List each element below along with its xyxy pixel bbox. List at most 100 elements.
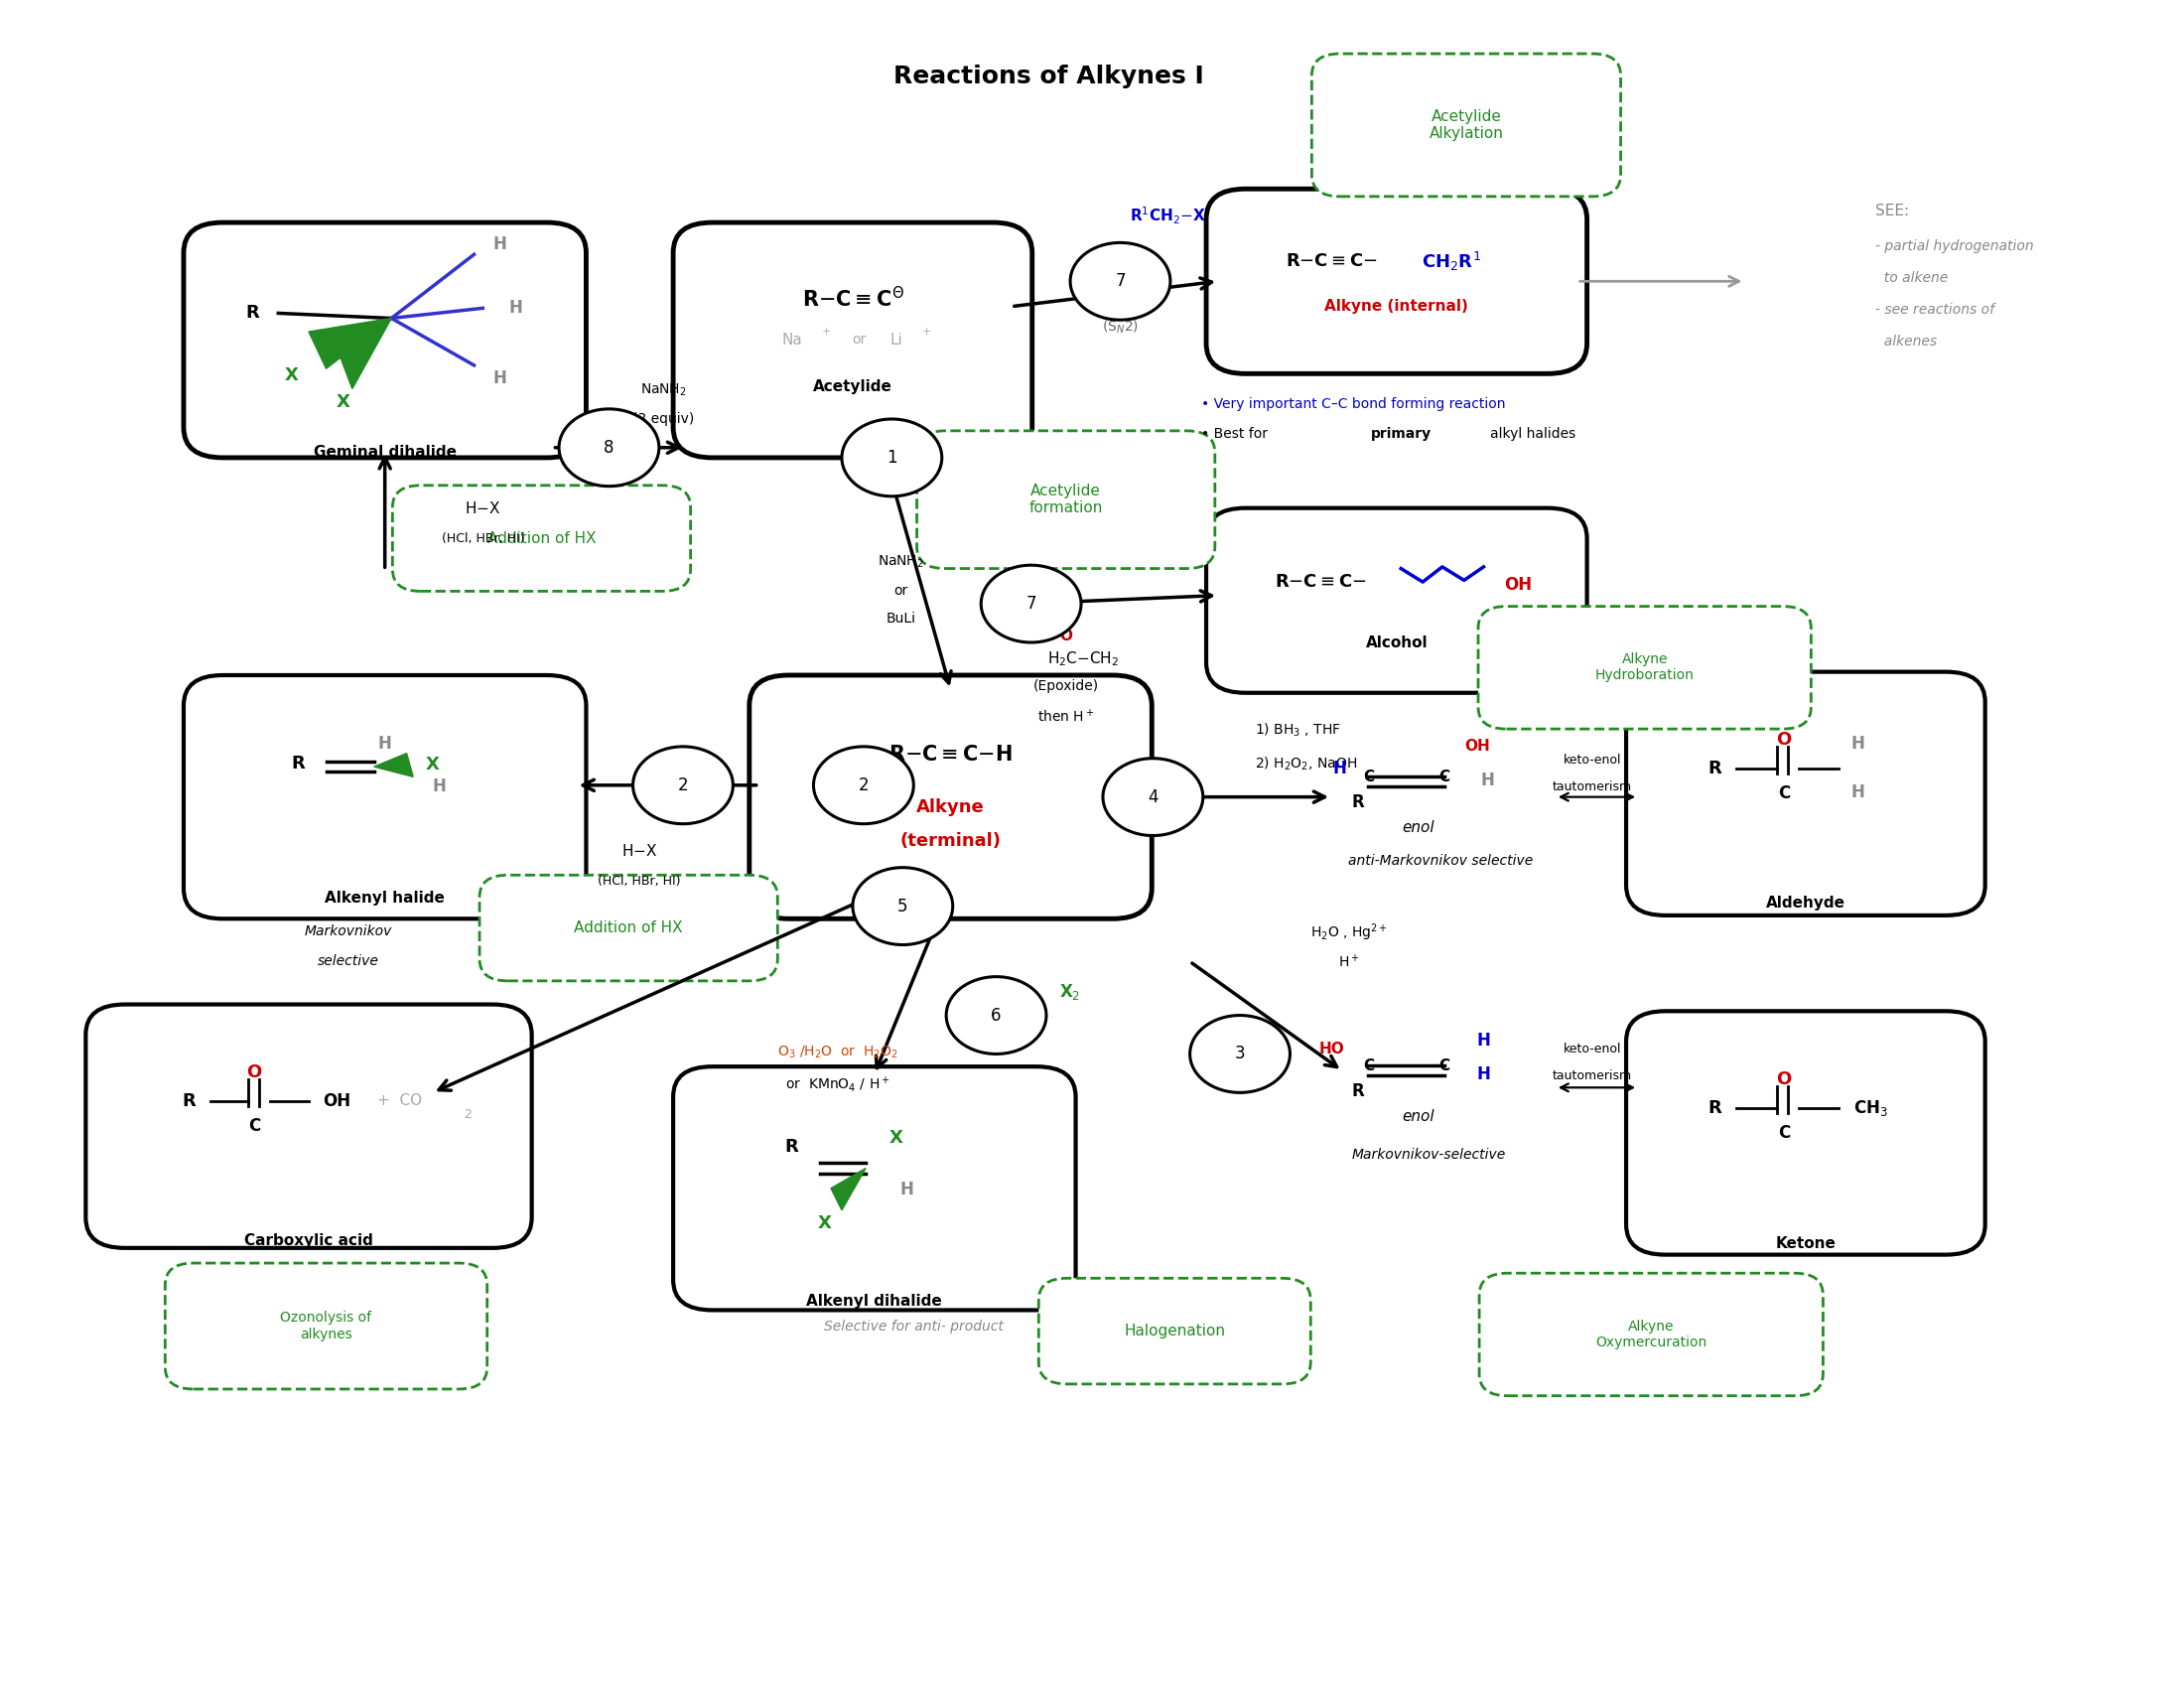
- Text: R: R: [1352, 1082, 1363, 1101]
- Text: Addition of HX: Addition of HX: [487, 530, 596, 545]
- Text: enol: enol: [1402, 820, 1435, 834]
- Text: Ozonolysis of
alkynes: Ozonolysis of alkynes: [280, 1312, 371, 1340]
- Text: C: C: [249, 1117, 260, 1134]
- Text: R: R: [784, 1138, 799, 1155]
- Text: Alkenyl halide: Alkenyl halide: [325, 890, 446, 905]
- Text: +: +: [922, 327, 930, 336]
- Text: Ketone: Ketone: [1776, 1236, 1837, 1251]
- Text: H: H: [1481, 771, 1494, 788]
- Text: O$_3$ /H$_2$O  or  H$_2$O$_2$: O$_3$ /H$_2$O or H$_2$O$_2$: [778, 1045, 898, 1060]
- Text: Markovnikov-selective: Markovnikov-selective: [1352, 1148, 1507, 1161]
- Text: R: R: [290, 755, 306, 773]
- Text: Alkyne
Oxymercuration: Alkyne Oxymercuration: [1597, 1320, 1708, 1349]
- Text: H: H: [900, 1182, 913, 1198]
- Text: 7: 7: [1026, 594, 1035, 613]
- Text: Geminal dihalide: Geminal dihalide: [314, 446, 456, 461]
- FancyBboxPatch shape: [1627, 1011, 1985, 1254]
- Text: C: C: [1778, 1124, 1791, 1141]
- Text: NaNH$_2$: NaNH$_2$: [640, 383, 686, 398]
- Text: H: H: [494, 370, 507, 388]
- FancyBboxPatch shape: [1479, 606, 1811, 729]
- Text: O: O: [1776, 731, 1791, 749]
- Text: keto-enol: keto-enol: [1564, 753, 1621, 766]
- Text: 1) BH$_3$ , THF: 1) BH$_3$ , THF: [1256, 721, 1341, 738]
- Text: enol: enol: [1402, 1109, 1435, 1124]
- Text: H: H: [1332, 760, 1348, 778]
- Text: Carboxylic acid: Carboxylic acid: [245, 1232, 373, 1247]
- Text: O: O: [1776, 1070, 1791, 1089]
- Text: H$^+$: H$^+$: [1339, 954, 1358, 971]
- FancyBboxPatch shape: [917, 430, 1214, 569]
- Circle shape: [946, 977, 1046, 1053]
- Circle shape: [852, 868, 952, 945]
- Text: H: H: [494, 235, 507, 253]
- Text: O: O: [247, 1063, 262, 1082]
- FancyBboxPatch shape: [480, 874, 778, 981]
- Text: C: C: [1439, 770, 1450, 785]
- Text: Na: Na: [782, 333, 802, 348]
- Text: (HCl, HBr, HI): (HCl, HBr, HI): [441, 532, 524, 545]
- Text: HO: HO: [1319, 1041, 1343, 1057]
- Text: R$^1$CH$_2$$-$X: R$^1$CH$_2$$-$X: [1129, 206, 1206, 226]
- Text: X: X: [426, 756, 439, 775]
- Text: (Epoxide): (Epoxide): [1033, 679, 1099, 694]
- Text: Reactions of Alkynes I: Reactions of Alkynes I: [893, 64, 1203, 88]
- Text: H: H: [509, 299, 522, 317]
- Text: X: X: [336, 393, 349, 412]
- Text: R$-$C$\equiv$C$-$: R$-$C$\equiv$C$-$: [1286, 252, 1378, 270]
- Text: Alcohol: Alcohol: [1365, 635, 1428, 650]
- Text: (HCl, HBr, HI): (HCl, HBr, HI): [598, 874, 681, 888]
- Text: X$_2$: X$_2$: [1059, 982, 1081, 1001]
- Text: X: X: [889, 1129, 902, 1146]
- FancyBboxPatch shape: [393, 486, 690, 591]
- Text: H$-$X: H$-$X: [622, 842, 657, 859]
- FancyBboxPatch shape: [183, 223, 585, 457]
- Circle shape: [633, 746, 734, 824]
- Text: SEE:: SEE:: [1876, 203, 1909, 218]
- Text: Alkenyl dihalide: Alkenyl dihalide: [806, 1293, 941, 1308]
- Text: H: H: [1476, 1065, 1489, 1084]
- Text: BuLi: BuLi: [887, 613, 915, 626]
- Text: 2: 2: [677, 776, 688, 793]
- Text: - see reactions of: - see reactions of: [1876, 302, 1994, 317]
- Text: C: C: [1363, 770, 1374, 785]
- Text: primary: primary: [1372, 427, 1431, 441]
- Circle shape: [1070, 243, 1171, 321]
- Text: X: X: [817, 1215, 832, 1232]
- Text: tautomerism: tautomerism: [1553, 1070, 1631, 1082]
- Text: to alkene: to alkene: [1876, 272, 1948, 285]
- Text: R: R: [1708, 760, 1721, 778]
- FancyBboxPatch shape: [85, 1004, 531, 1247]
- Text: selective: selective: [317, 955, 378, 969]
- Text: or  KMnO$_4$ / H$^+$: or KMnO$_4$ / H$^+$: [784, 1075, 889, 1094]
- Text: OH: OH: [1505, 576, 1533, 594]
- Text: alkyl halides: alkyl halides: [1489, 427, 1577, 441]
- Text: H$_2$O , Hg$^{2+}$: H$_2$O , Hg$^{2+}$: [1310, 922, 1387, 944]
- Text: C: C: [1363, 1058, 1374, 1074]
- Circle shape: [559, 408, 660, 486]
- Text: Aldehyde: Aldehyde: [1767, 895, 1845, 910]
- Polygon shape: [830, 1168, 865, 1210]
- Text: • Very important C–C bond forming reaction: • Very important C–C bond forming reacti…: [1201, 397, 1505, 410]
- Text: R$-$C$\equiv$C$-$: R$-$C$\equiv$C$-$: [1275, 572, 1367, 591]
- Text: 2) H$_2$O$_2$, NaOH: 2) H$_2$O$_2$, NaOH: [1256, 755, 1358, 771]
- Text: CH$_3$: CH$_3$: [1854, 1097, 1889, 1117]
- Text: +: +: [821, 327, 832, 336]
- Text: OH: OH: [323, 1092, 352, 1111]
- Text: Halogenation: Halogenation: [1125, 1323, 1225, 1339]
- FancyBboxPatch shape: [673, 1067, 1077, 1310]
- Text: O: O: [1059, 628, 1072, 643]
- Circle shape: [812, 746, 913, 824]
- Text: X: X: [284, 366, 299, 385]
- Text: H$_2$C$-$CH$_2$: H$_2$C$-$CH$_2$: [1048, 650, 1118, 668]
- Text: 4: 4: [1149, 788, 1158, 805]
- Text: Markovnikov: Markovnikov: [304, 925, 391, 939]
- Text: 1: 1: [887, 449, 898, 466]
- Text: R$-$C$\equiv$C$^{\Theta}$: R$-$C$\equiv$C$^{\Theta}$: [802, 285, 904, 311]
- Text: Acetylide: Acetylide: [812, 380, 893, 395]
- Polygon shape: [308, 319, 391, 368]
- Polygon shape: [373, 753, 413, 776]
- Text: C: C: [1439, 1058, 1450, 1074]
- Text: Acetylide
Alkylation: Acetylide Alkylation: [1428, 110, 1503, 142]
- Text: R$-$C$\equiv$C$-$H: R$-$C$\equiv$C$-$H: [889, 744, 1013, 765]
